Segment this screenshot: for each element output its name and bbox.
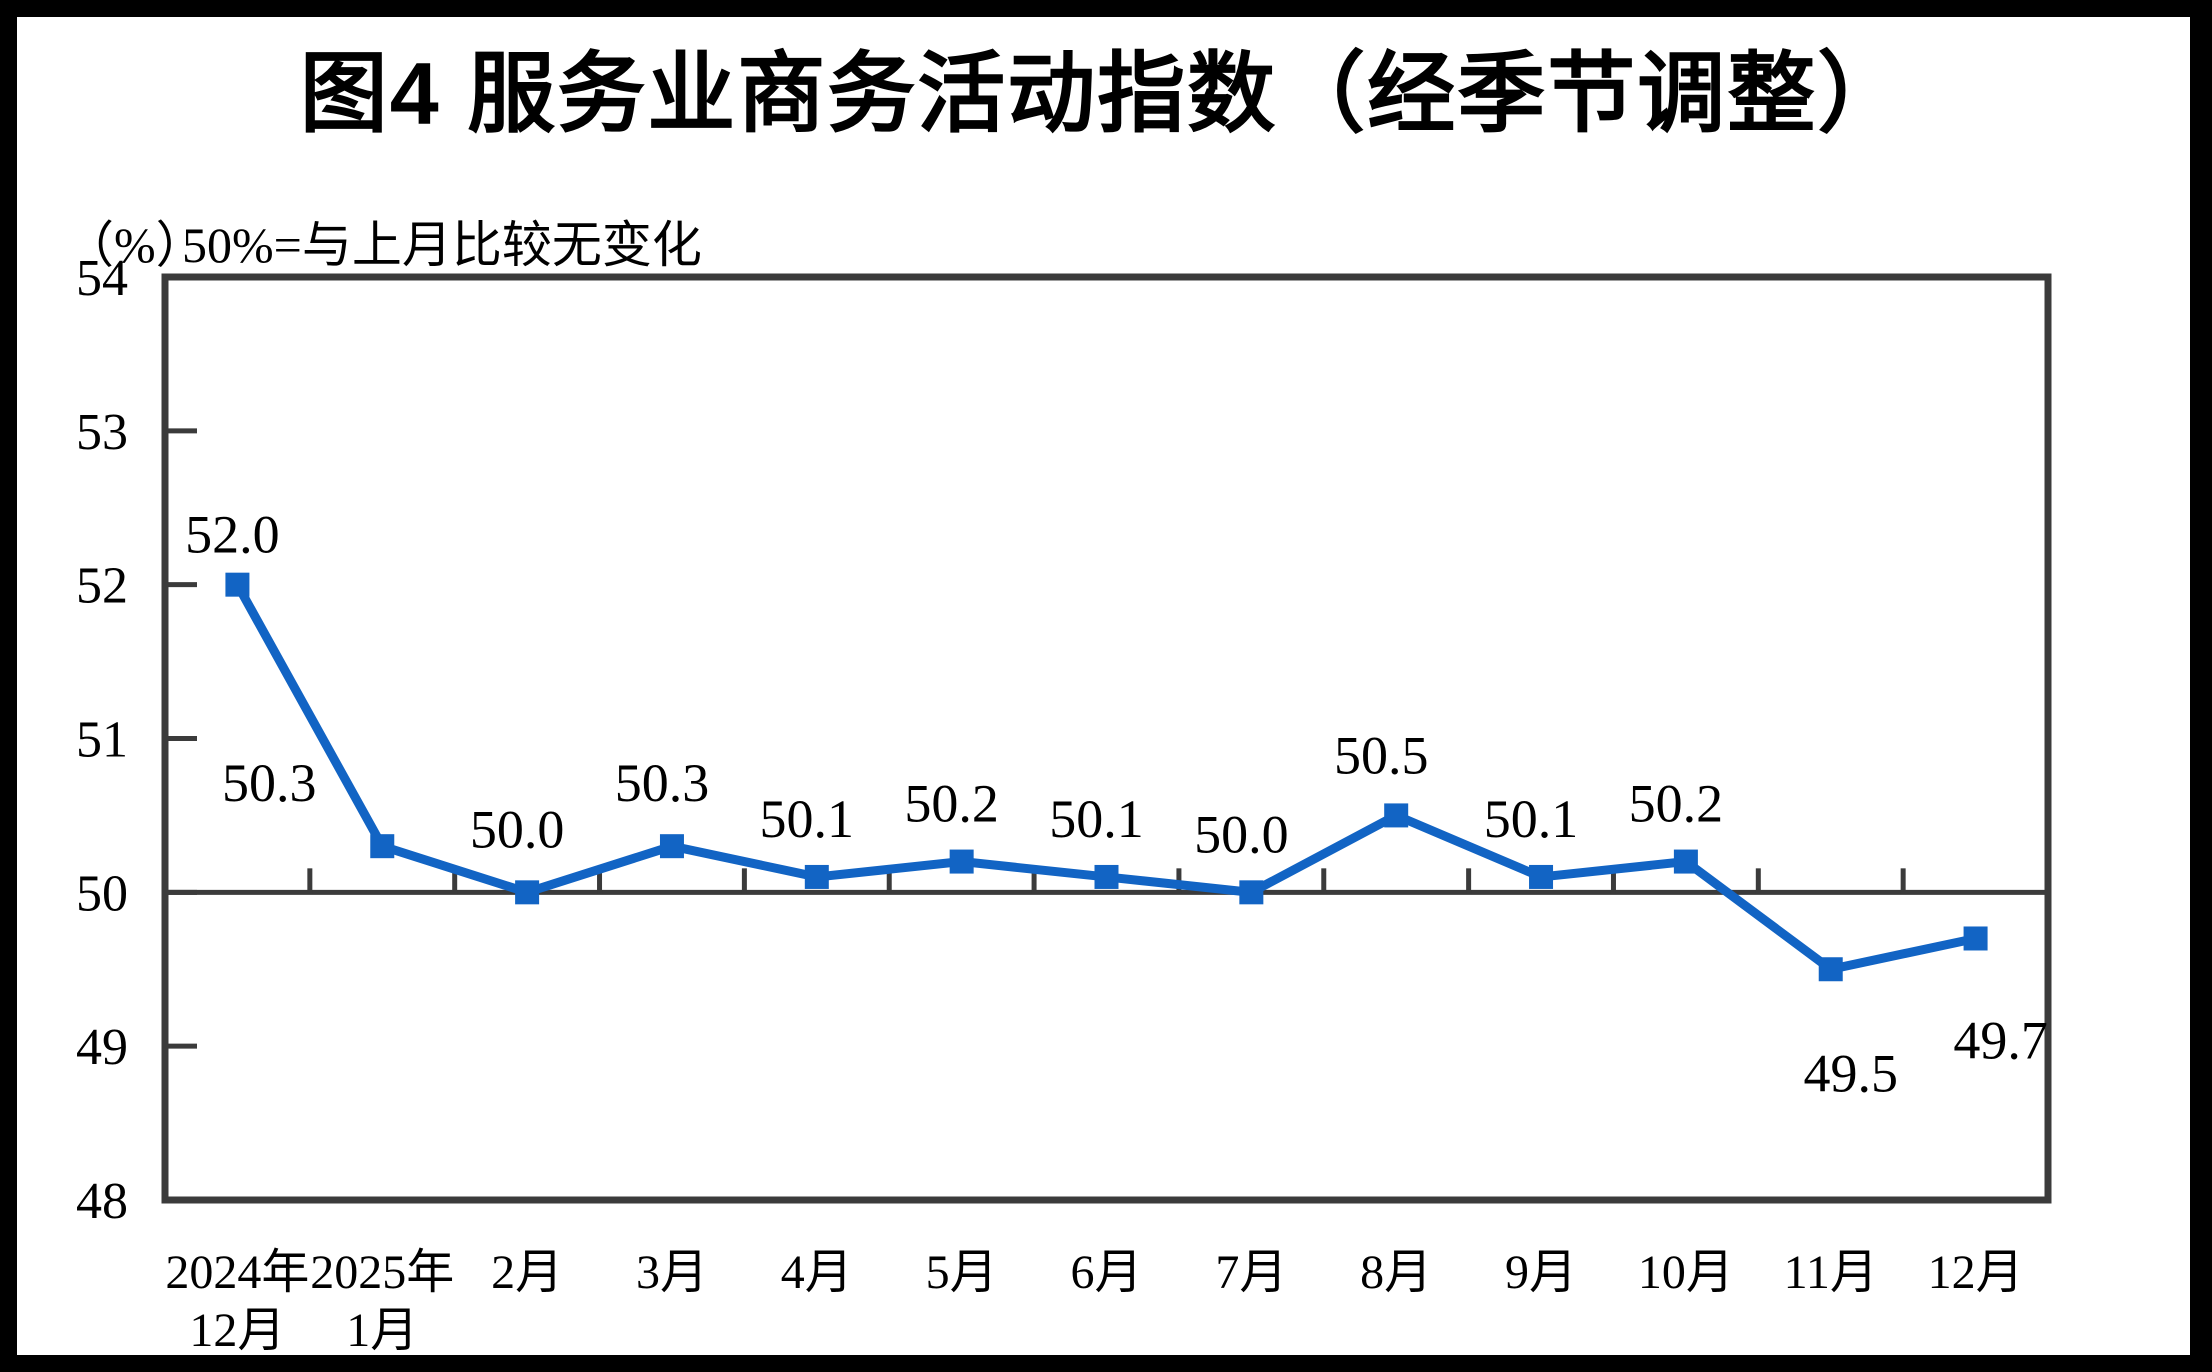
data-point-marker: [1384, 803, 1409, 828]
x-axis-tick-label: 10月: [1638, 1246, 1734, 1299]
y-axis-unit-label: （%）: [64, 217, 206, 273]
data-point-marker: [1818, 957, 1843, 982]
data-point-label: 50.1: [760, 789, 855, 849]
y-axis-tick-label: 48: [76, 1173, 128, 1230]
x-axis-tick-label: 12月: [1928, 1246, 2024, 1299]
x-axis-tick-label: 5月: [926, 1246, 998, 1299]
x-axis-tick-label: 4月: [781, 1246, 853, 1299]
data-point-marker: [659, 834, 684, 859]
y-axis-tick-label: 53: [76, 404, 128, 461]
data-point-marker: [225, 572, 250, 597]
data-point-label: 50.2: [1629, 774, 1724, 834]
data-point-label: 50.3: [222, 753, 317, 813]
data-point-label: 50.1: [1484, 789, 1579, 849]
data-point-marker: [1673, 849, 1698, 874]
data-point-label: 50.1: [1049, 789, 1144, 849]
data-point-marker: [1529, 864, 1554, 889]
data-point-marker: [515, 880, 540, 905]
y-axis-tick-label: 49: [76, 1019, 128, 1076]
data-point-label: 50.5: [1334, 725, 1429, 785]
x-axis-tick-label: 12月: [189, 1304, 285, 1357]
x-axis-tick-label: 7月: [1215, 1246, 1287, 1299]
x-axis-tick-label: 11月: [1784, 1246, 1878, 1299]
data-point-marker: [1094, 864, 1119, 889]
chart-background: [17, 17, 2190, 1355]
x-axis-tick-label: 1月: [346, 1304, 418, 1357]
y-axis-tick-label: 50: [76, 865, 128, 922]
plot-border: [161, 273, 2052, 1204]
data-point-label: 49.7: [1953, 1010, 2048, 1070]
x-axis-tick-label: 6月: [1070, 1246, 1142, 1299]
data-point-label: 52.0: [185, 505, 280, 565]
data-point-label: 49.5: [1803, 1043, 1898, 1103]
x-axis-tick-label: 2月: [491, 1246, 563, 1299]
data-point-label: 50.0: [1194, 804, 1289, 864]
data-point-marker: [949, 849, 974, 874]
x-axis-tick-label: 2025年: [310, 1246, 454, 1299]
x-axis-tick-label: 9月: [1505, 1246, 1577, 1299]
data-point-marker: [1963, 926, 1988, 951]
data-point-label: 50.2: [904, 774, 999, 834]
data-point-marker: [804, 864, 829, 889]
data-point-label: 50.3: [615, 753, 710, 813]
data-point-marker: [370, 834, 395, 859]
reference-note: 50%=与上月比较无变化: [182, 217, 702, 273]
data-point-label: 50.0: [470, 799, 565, 859]
x-axis-tick-label: 2024年: [165, 1246, 309, 1299]
y-axis-tick-label: 51: [76, 712, 128, 769]
x-axis-tick-label: 8月: [1360, 1246, 1432, 1299]
data-point-marker: [1239, 880, 1264, 905]
chart-title: 图4 服务业商务活动指数（经季节调整）: [299, 44, 1908, 143]
y-axis-tick-label: 54: [76, 250, 128, 307]
x-axis-tick-label: 3月: [636, 1246, 708, 1299]
y-axis-tick-label: 52: [76, 558, 128, 615]
